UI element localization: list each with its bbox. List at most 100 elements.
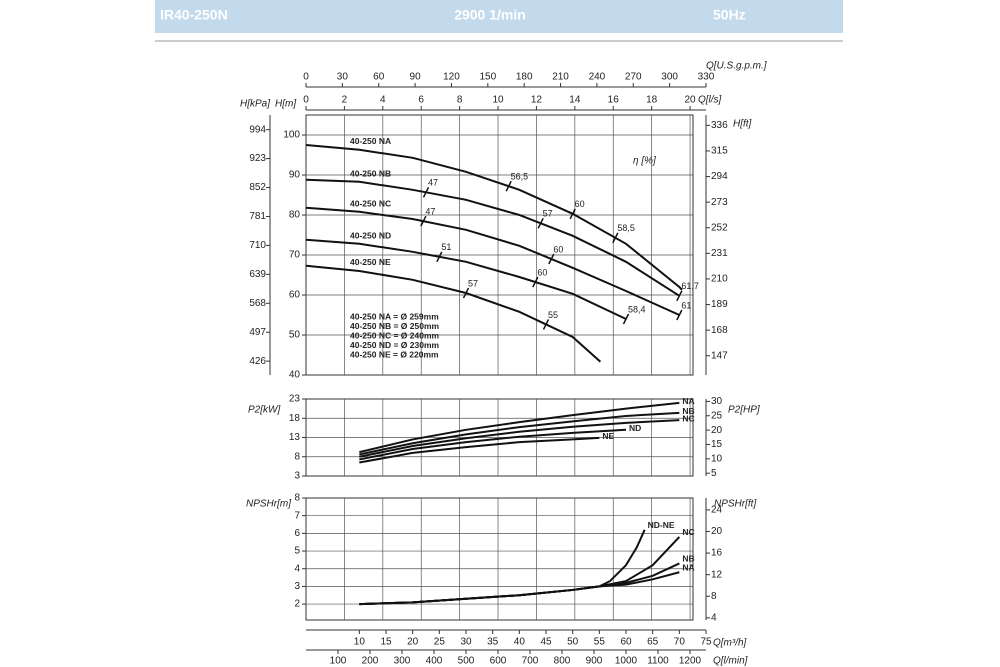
q-tick-label: 65 — [647, 637, 659, 648]
eta-mark — [612, 232, 619, 244]
q-tick-label: 15 — [380, 637, 392, 648]
curve-label: NA — [682, 563, 694, 573]
y-tick-label: 100 — [283, 130, 300, 141]
q-tick-label: 2 — [342, 95, 348, 106]
y-axis-title: NPSHr[ft] — [714, 499, 756, 510]
y-axis-title: H[kPa] — [240, 99, 270, 110]
q-tick-label: 700 — [522, 656, 539, 667]
y-tick-label: 90 — [289, 170, 301, 181]
curve — [305, 206, 680, 316]
y-tick-label: 294 — [711, 171, 728, 182]
q-tick-label: 600 — [490, 656, 507, 667]
y-tick-label: 231 — [711, 248, 728, 259]
eta-mark — [676, 309, 683, 321]
y-tick-label: 4 — [294, 563, 300, 574]
eta-mark — [676, 290, 683, 302]
speed: 2900 1/min — [454, 7, 526, 23]
y-tick-label: 25 — [711, 410, 723, 421]
eta-label: 47 — [425, 207, 435, 217]
q-tick-label: 12 — [531, 95, 543, 106]
q-tick-label: 1200 — [679, 656, 702, 667]
curve-label: ND-NE — [648, 520, 675, 530]
curve — [359, 419, 680, 458]
y-axis-title: NPSHr[m] — [246, 499, 291, 510]
curve — [305, 144, 683, 291]
q-tick-label: 25 — [434, 637, 446, 648]
q-tick-label: 100 — [330, 656, 347, 667]
q-tick-label: 200 — [362, 656, 379, 667]
eta-label: 61,7 — [681, 281, 699, 291]
q-tick-label: 16 — [608, 95, 620, 106]
eta-label: 55 — [548, 310, 558, 320]
q-axis-title: Q[m³/h] — [713, 638, 747, 649]
y-tick-label: 20 — [711, 526, 723, 537]
q-tick-label: 8 — [457, 95, 463, 106]
q-tick-label: 270 — [625, 72, 642, 83]
eta-label: 61 — [681, 300, 691, 310]
y-tick-label: 252 — [711, 222, 728, 233]
curve — [305, 178, 680, 297]
curve — [359, 401, 680, 454]
eta-label: 58,4 — [628, 304, 646, 314]
eta-label: 60 — [553, 244, 563, 254]
curve — [359, 536, 681, 606]
curve-label: NA — [682, 396, 694, 406]
q-tick-label: 300 — [394, 656, 411, 667]
q-axis-title: Q[l/min] — [713, 656, 748, 667]
curve-label: 40-250 NC — [350, 198, 391, 208]
q-tick-label: 60 — [620, 637, 632, 648]
eta-label: 58,5 — [617, 223, 635, 233]
q-tick-label: 400 — [426, 656, 443, 667]
q-tick-label: 1000 — [615, 656, 638, 667]
y-tick-label: 8 — [294, 493, 300, 504]
q-tick-label: 20 — [684, 95, 696, 106]
y-tick-label: 50 — [289, 330, 301, 341]
curve — [305, 238, 627, 320]
plot-box — [305, 497, 694, 621]
eta-mark — [542, 319, 550, 330]
y-axis-title: P2[HP] — [728, 405, 760, 416]
y-tick-label: 20 — [711, 425, 723, 436]
y-tick-label: 210 — [711, 274, 728, 285]
y-tick-label: 13 — [289, 432, 301, 443]
y-tick-label: 15 — [711, 439, 723, 450]
q-tick-label: 50 — [567, 637, 579, 648]
y-axis-title: H[m] — [275, 99, 296, 110]
curve-label: 40-250 NB — [350, 169, 391, 179]
curve — [359, 411, 680, 456]
curve-label: 40-250 ND — [350, 230, 391, 240]
q-tick-label: 0 — [303, 95, 309, 106]
q-tick-label: 120 — [443, 72, 460, 83]
curve — [359, 571, 680, 606]
q-tick-label: 70 — [674, 637, 686, 648]
y-tick-label: 18 — [289, 413, 301, 424]
y-tick-label: 8 — [294, 451, 300, 462]
y-tick-label: 5 — [711, 468, 717, 479]
header-bar — [155, 0, 843, 33]
q-tick-label: 60 — [373, 72, 385, 83]
y-tick-label: 16 — [711, 548, 723, 559]
y-axis-title: P2[kW] — [248, 405, 280, 416]
y-tick-label: 8 — [711, 591, 717, 602]
curve — [359, 529, 646, 606]
q-tick-label: 30 — [460, 637, 472, 648]
q-tick-label: 30 — [337, 72, 349, 83]
y-tick-label: 168 — [711, 325, 728, 336]
q-tick-label: 210 — [552, 72, 569, 83]
q-tick-label: 20 — [407, 637, 419, 648]
eta-label: 57 — [543, 209, 553, 219]
diameter-note: 40-250 NB = Ø 250mm — [350, 321, 440, 331]
q-tick-label: 14 — [569, 95, 581, 106]
y-tick-label: 40 — [289, 370, 301, 381]
diameter-note: 40-250 NA = Ø 259mm — [350, 311, 439, 321]
model: IR40-250N — [160, 7, 228, 23]
eta-label: 57 — [468, 278, 478, 288]
q-axis-title: Q[l/s] — [698, 95, 722, 106]
y-tick-label: 10 — [711, 453, 723, 464]
y-tick-label: 273 — [711, 197, 728, 208]
q-tick-label: 75 — [700, 637, 712, 648]
y-tick-label: 315 — [711, 146, 728, 157]
eta-mark — [505, 180, 512, 192]
y-tick-label: 60 — [289, 290, 301, 301]
